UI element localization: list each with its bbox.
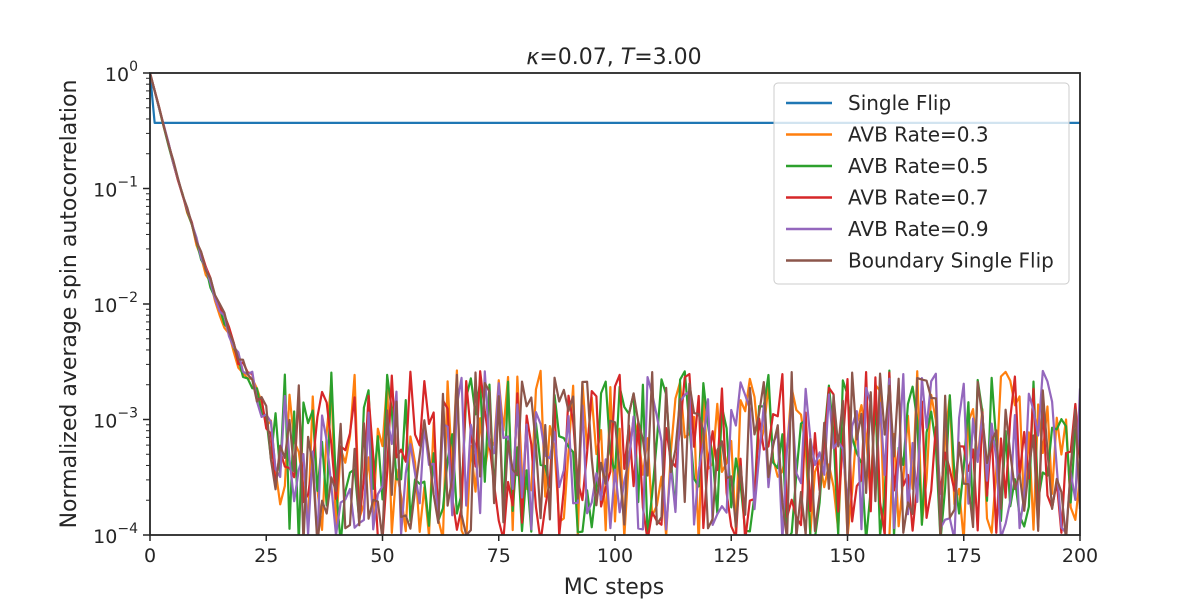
x-tick-label: 50 — [370, 545, 394, 567]
legend-label: AVB Rate=0.7 — [848, 186, 989, 210]
legend-label: AVB Rate=0.5 — [848, 154, 989, 178]
x-tick-label: 100 — [597, 545, 633, 567]
x-tick-label: 25 — [254, 545, 278, 567]
y-axis-label: Normalized average spin autocorrelation — [57, 80, 82, 529]
y-tick-label: 100 — [105, 59, 138, 86]
legend-label: AVB Rate=0.3 — [848, 123, 989, 147]
y-tick-label: 10−2 — [93, 290, 138, 317]
x-axis-label: MC steps — [564, 575, 664, 600]
title-kappa-value: =0.07, — [539, 45, 620, 70]
x-tick-label: 125 — [713, 545, 749, 567]
legend-label: Boundary Single Flip — [848, 249, 1054, 273]
legend-label: AVB Rate=0.9 — [848, 217, 989, 241]
y-tick-label: 10−4 — [93, 521, 138, 548]
legend: Single Flip AVB Rate=0.3 AVB Rate=0.5 AVB R… — [773, 82, 1070, 285]
y-tick-label: 10−3 — [93, 406, 138, 433]
x-tick-label: 200 — [1062, 545, 1098, 567]
y-tick-label: 10−1 — [93, 175, 138, 202]
legend-box — [773, 82, 1070, 285]
series-line-5 — [150, 73, 1080, 535]
title-kappa-symbol: κ — [526, 45, 539, 70]
x-tick-label: 0 — [144, 545, 156, 567]
axis-layer: 0 25 50 75 100 125 150 175 200 100 10−1 10−2 10−3 10−… — [93, 59, 1098, 567]
chart-title: κ=0.07, T=3.00 — [526, 45, 701, 70]
legend-label: Single Flip — [848, 91, 951, 115]
title-t-value: =3.00 — [634, 45, 701, 70]
x-tick-label: 150 — [829, 545, 865, 567]
x-tick-label: 175 — [946, 545, 982, 567]
series-line-6 — [150, 73, 1080, 535]
title-t-symbol: T — [621, 45, 636, 70]
x-tick-label: 75 — [487, 545, 511, 567]
